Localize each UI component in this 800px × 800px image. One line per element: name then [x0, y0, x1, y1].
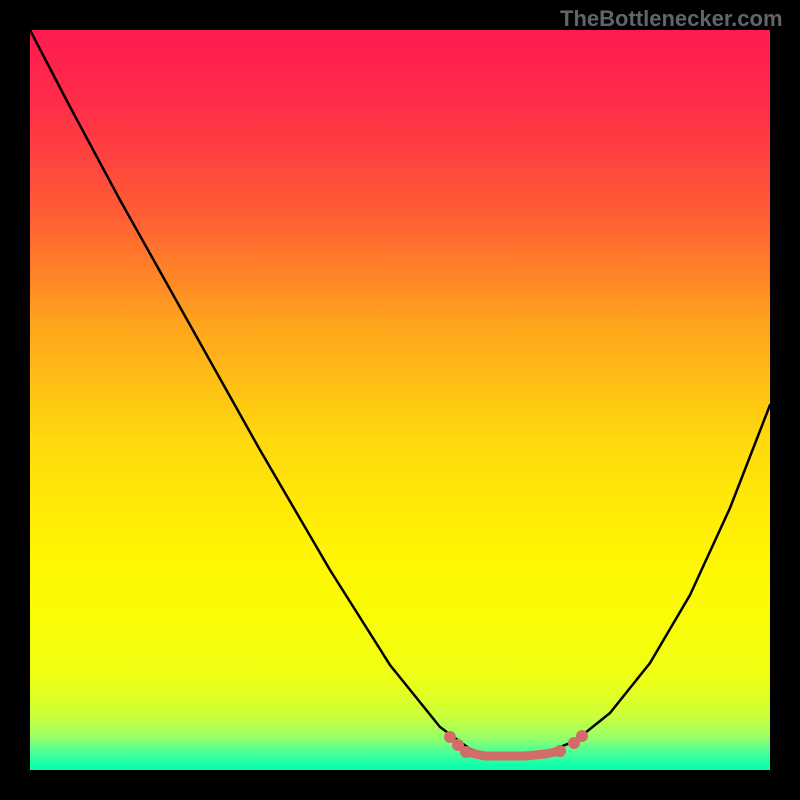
highlight-segment	[466, 751, 560, 756]
highlight-dot	[554, 745, 566, 757]
plot-area	[30, 30, 770, 770]
gradient-background	[30, 30, 770, 770]
watermark-text: TheBottlenecker.com	[560, 6, 783, 32]
plot-svg	[30, 30, 770, 770]
chart-container: TheBottlenecker.com	[0, 0, 800, 800]
highlight-dot	[576, 730, 588, 742]
highlight-dot	[452, 739, 464, 751]
